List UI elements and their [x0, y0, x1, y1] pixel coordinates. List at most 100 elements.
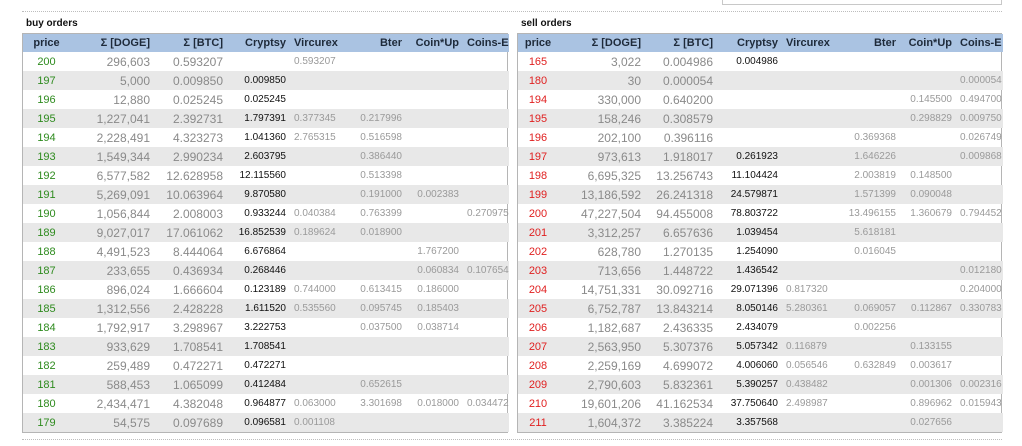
cell-vircurex	[290, 242, 352, 261]
column-header-cryptsy: Cryptsy	[227, 34, 290, 52]
cell-sum-doge: 4,491,523	[96, 244, 150, 259]
cell-bter: 0.191000	[352, 185, 406, 204]
cell-vircurex	[290, 261, 352, 280]
cell-sum-doge: 19,601,206	[580, 396, 641, 411]
table-row: 205 6,752,787 13.843214 8.050146 5.280361 0.0…	[518, 299, 1003, 318]
table-row: 202 628,780 1.270135 1.254090 0.016045	[518, 242, 1003, 261]
cell-coinup: 0.148500	[910, 170, 952, 181]
cell-price: 182	[37, 359, 56, 372]
table-row: 195 158,246 0.308579 0.298829 0.009750	[518, 109, 1003, 128]
cell-cryptsy: 1.254090	[736, 246, 778, 257]
cell-coinup	[406, 413, 463, 432]
cell-coinup	[406, 71, 463, 90]
cell-coinse: 0.009868	[956, 147, 1003, 166]
cell-coinup	[406, 109, 463, 128]
cell-price: 206	[528, 321, 548, 334]
cell-cryptsy	[717, 109, 782, 128]
cell-bter	[352, 261, 406, 280]
cell-vircurex	[782, 223, 838, 242]
cell-sum-doge: 202,100	[597, 130, 641, 145]
table-row: 208 2,259,169 4.699072 4.006060 0.056546 0.63…	[518, 356, 1003, 375]
cell-cryptsy: 0.412484	[227, 375, 290, 394]
cell-sum-btc: 0.472271	[172, 358, 223, 373]
cell-price: 194	[37, 131, 56, 144]
cell-sum-btc: 1.918017	[645, 147, 717, 166]
cell-sum-btc: 6.657636	[645, 223, 717, 242]
cell-coinup	[406, 223, 463, 242]
cell-price: 190	[37, 207, 56, 220]
cell-sum-doge: 713,656	[558, 261, 645, 280]
table-row: 196 12,880 0.025245 0.025245	[23, 90, 509, 109]
cell-sum-doge: 1,604,372	[558, 413, 645, 432]
cell-bter: 5.618181	[838, 223, 900, 242]
cell-sum-doge: 896,024	[106, 282, 150, 297]
cell-coinup: 0.145500	[910, 94, 952, 105]
cell-sum-btc: 2.428228	[154, 299, 227, 318]
cell-sum-doge: 9,027,017	[70, 223, 154, 242]
table-row: 204 14,751,331 30.092716 29.071396 0.817320 0…	[518, 280, 1003, 299]
cell-cryptsy	[717, 71, 782, 90]
cell-cryptsy: 5.057342	[717, 337, 782, 356]
cell-sum-doge: 5,269,091	[70, 185, 154, 204]
cell-coinse: 0.270975	[467, 208, 509, 219]
cell-vircurex: 0.377345	[290, 109, 352, 128]
cell-coinup	[900, 280, 956, 299]
cell-coinup: 0.002383	[406, 185, 463, 204]
cell-price: 198	[528, 169, 548, 182]
cell-sum-doge: 1,792,917	[96, 320, 150, 335]
column-header-bter: Bter	[838, 34, 900, 52]
cell-sum-btc: 4.382048	[172, 396, 223, 411]
cell-cryptsy: 29.071396	[730, 284, 778, 295]
cell-sum-doge: 54,575	[70, 413, 154, 432]
cell-sum-btc: 5.307376	[645, 337, 717, 356]
cell-vircurex: 0.063000	[294, 398, 336, 409]
cell-cryptsy	[717, 128, 782, 147]
cell-bter	[352, 242, 406, 261]
cell-sum-btc: 12.628958	[166, 168, 223, 183]
buy-orders-table-box: price Σ [DOGE] Σ [BTC] Cryptsy Vircurex Bter C…	[22, 33, 509, 433]
cell-coinup: 0.027656	[900, 413, 956, 432]
table-row: 179 54,575 0.097689 0.096581 0.001108	[23, 413, 509, 432]
sell-orders-table-box: price Σ [DOGE] Σ [BTC] Cryptsy Vircurex Bter C…	[517, 33, 1003, 433]
column-header-sum-doge: Σ [DOGE]	[558, 34, 645, 52]
search-input[interactable]	[722, 0, 1002, 5]
cell-bter: 0.018900	[352, 223, 406, 242]
cell-sum-btc: 0.640200	[662, 92, 713, 107]
cell-sum-btc: 94.455008	[656, 206, 713, 221]
cell-sum-doge: 973,613	[558, 147, 645, 166]
cell-vircurex: 2.765315	[294, 132, 336, 143]
cell-bter: 1.646226	[838, 147, 900, 166]
cell-vircurex	[782, 204, 838, 223]
cell-sum-btc: 0.009850	[154, 71, 227, 90]
cell-price: 184	[37, 321, 56, 334]
cell-vircurex: 0.040384	[294, 208, 336, 219]
cell-bter	[352, 337, 406, 356]
cell-coinup: 0.186000	[417, 284, 459, 295]
buy-orders-title: buy orders	[26, 18, 78, 29]
cell-coinup: 0.003617	[910, 360, 952, 371]
cell-bter	[838, 280, 900, 299]
cell-cryptsy: 0.933244	[244, 208, 286, 219]
cell-sum-doge: 2,228,491	[96, 130, 150, 145]
table-row: 201 3,312,257 6.657636 1.039454 5.618181	[518, 223, 1003, 242]
cell-price: 211	[518, 413, 558, 432]
cell-coinse: 0.002316	[956, 375, 1003, 394]
table-row: 190 1,056,844 2.008003 0.933244 0.040384 0.76…	[23, 204, 509, 223]
table-row: 194 330,000 0.640200 0.145500 0.494700	[518, 90, 1003, 109]
column-header-price: price	[23, 34, 70, 52]
cell-sum-btc: 30.092716	[656, 282, 713, 297]
cell-sum-btc: 17.061062	[154, 223, 227, 242]
cell-sum-btc: 2.436335	[662, 320, 713, 335]
cell-sum-btc: 5.832361	[645, 375, 717, 394]
column-header-vircurex: Vircurex	[290, 34, 352, 52]
table-row: 180 30 0.000054 0.000054	[518, 71, 1003, 90]
table-row: 188 4,491,523 8.444064 6.676864 1.767200	[23, 242, 509, 261]
cell-bter	[352, 71, 406, 90]
cell-cryptsy: 3.222753	[244, 322, 286, 333]
cell-sum-doge: 628,780	[597, 244, 641, 259]
cell-cryptsy: 4.006060	[736, 360, 778, 371]
cell-coinup	[406, 166, 463, 185]
sell-orders-title: sell orders	[521, 18, 572, 29]
cell-coinup	[900, 261, 956, 280]
cell-coinse: 0.012180	[956, 261, 1003, 280]
